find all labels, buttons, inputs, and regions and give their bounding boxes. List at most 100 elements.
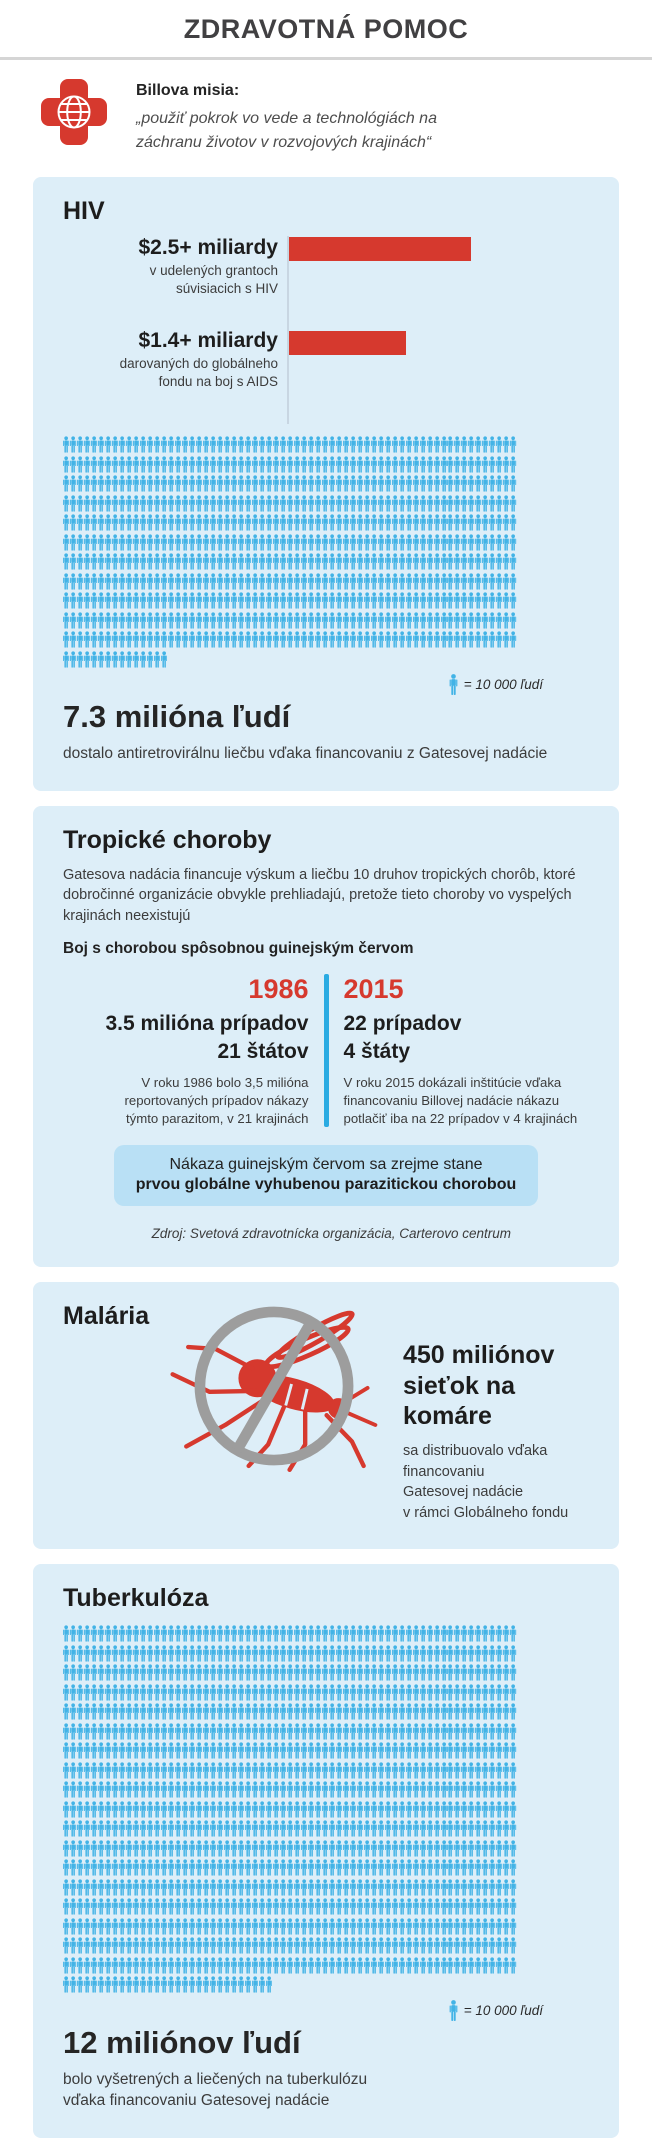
person-icon bbox=[126, 1703, 133, 1720]
person-icon bbox=[168, 1723, 175, 1740]
person-icon bbox=[112, 1625, 119, 1642]
person-icon bbox=[405, 1898, 412, 1915]
person-icon bbox=[154, 436, 161, 453]
person-icon bbox=[349, 1820, 356, 1837]
person-icon bbox=[63, 1957, 70, 1974]
person-icon bbox=[426, 1742, 433, 1759]
person-icon bbox=[503, 611, 510, 629]
person-icon bbox=[377, 455, 384, 473]
person-icon bbox=[489, 592, 496, 609]
person-icon bbox=[189, 1976, 196, 1993]
person-icon bbox=[140, 592, 147, 609]
person-icon bbox=[468, 1801, 475, 1818]
person-icon bbox=[300, 1898, 307, 1915]
person-icon bbox=[189, 1703, 196, 1720]
person-icon bbox=[119, 533, 126, 551]
person-icon bbox=[259, 494, 266, 512]
year-2015: 2015 bbox=[343, 974, 404, 1005]
person-icon bbox=[84, 1801, 91, 1818]
person-icon bbox=[454, 494, 461, 512]
person-icon bbox=[224, 436, 231, 453]
person-icon bbox=[147, 1879, 154, 1896]
person-icon bbox=[77, 592, 84, 609]
person-icon bbox=[475, 631, 482, 648]
person-icon bbox=[147, 1762, 154, 1779]
person-icon bbox=[189, 1820, 196, 1837]
person-icon bbox=[384, 1645, 391, 1662]
person-icon bbox=[77, 1937, 84, 1954]
person-icon bbox=[224, 631, 231, 648]
person-icon bbox=[105, 631, 112, 648]
person-icon bbox=[182, 1625, 189, 1642]
person-icon bbox=[419, 1918, 426, 1935]
person-icon bbox=[342, 1937, 349, 1954]
person-icon bbox=[126, 1840, 133, 1857]
person-icon bbox=[98, 611, 105, 629]
person-icon bbox=[119, 1703, 126, 1720]
person-icon bbox=[231, 1801, 238, 1818]
person-icon bbox=[440, 1781, 447, 1798]
person-icon bbox=[245, 1898, 252, 1915]
person-icon bbox=[91, 455, 98, 473]
person-icon bbox=[363, 1742, 370, 1759]
hiv-bar1-caption: v udelených grantoch súvisiacich s HIV bbox=[149, 263, 278, 296]
person-icon bbox=[335, 1684, 342, 1701]
person-icon bbox=[468, 1781, 475, 1798]
person-icon bbox=[475, 1742, 482, 1759]
person-icon bbox=[279, 1918, 287, 1935]
person-icon bbox=[70, 1976, 77, 1993]
person-icon bbox=[77, 514, 84, 531]
person-icon bbox=[356, 455, 363, 473]
person-icon bbox=[126, 1859, 133, 1876]
person-icon bbox=[70, 1859, 77, 1876]
person-icon bbox=[496, 572, 503, 590]
person-icon bbox=[98, 1937, 105, 1954]
person-icon bbox=[468, 1937, 475, 1954]
person-icon bbox=[273, 514, 280, 531]
person-icon bbox=[105, 650, 112, 668]
person-icon bbox=[349, 1664, 356, 1681]
person-icon bbox=[321, 1840, 328, 1857]
person-icon bbox=[349, 1898, 356, 1915]
person-icon bbox=[147, 1957, 154, 1974]
person-icon bbox=[182, 572, 189, 590]
malaria-title: Malária bbox=[63, 1302, 150, 1331]
person-icon bbox=[217, 494, 224, 512]
person-icon bbox=[335, 1937, 342, 1954]
person-icon bbox=[510, 1703, 517, 1720]
person-icon bbox=[140, 533, 147, 551]
person-icon bbox=[259, 1879, 266, 1896]
person-icon bbox=[461, 533, 468, 551]
person-icon bbox=[119, 1859, 126, 1876]
person-icon bbox=[433, 1742, 440, 1759]
person-icon bbox=[154, 1937, 161, 1954]
person-icon bbox=[224, 1957, 231, 1974]
person-icon bbox=[510, 572, 517, 590]
person-icon bbox=[363, 611, 370, 629]
person-icon bbox=[273, 455, 280, 473]
person-icon bbox=[314, 553, 321, 570]
person-icon bbox=[286, 1723, 294, 1740]
person-icon bbox=[119, 650, 126, 668]
person-icon bbox=[154, 1879, 161, 1896]
person-icon bbox=[307, 631, 314, 648]
person-icon bbox=[105, 1840, 112, 1857]
person-icon bbox=[273, 631, 280, 648]
person-icon bbox=[279, 1840, 287, 1857]
person-icon bbox=[405, 455, 412, 473]
person-icon bbox=[77, 1840, 84, 1857]
person-icon bbox=[475, 611, 482, 629]
person-icon bbox=[77, 1976, 84, 1993]
person-icon bbox=[328, 436, 335, 453]
person-icon bbox=[279, 631, 287, 648]
person-icon bbox=[510, 553, 517, 570]
person-icon bbox=[252, 1762, 259, 1779]
person-icon bbox=[356, 1957, 363, 1974]
person-icon bbox=[252, 553, 259, 570]
person-icon bbox=[168, 1684, 175, 1701]
person-icon bbox=[370, 1957, 377, 1974]
person-icon bbox=[468, 1684, 475, 1701]
mission-quote: „použiť pokrok vo vede a technológiách n… bbox=[136, 110, 437, 151]
person-icon bbox=[238, 1840, 245, 1857]
person-icon bbox=[252, 1840, 259, 1857]
